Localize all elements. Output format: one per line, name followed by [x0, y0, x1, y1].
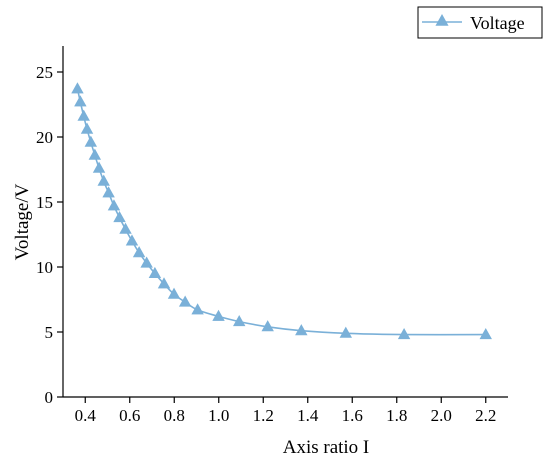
- data-point: [74, 95, 87, 107]
- data-point: [88, 148, 102, 160]
- x-tick-label: 1.8: [386, 406, 407, 425]
- x-tick-label: 1.4: [297, 406, 319, 425]
- y-tick-label: 15: [36, 193, 53, 212]
- data-point: [92, 161, 106, 173]
- data-point: [397, 327, 411, 340]
- x-tick-label: 2.2: [475, 406, 496, 425]
- x-tick-label: 2.0: [431, 406, 452, 425]
- data-point: [479, 327, 492, 340]
- legend-entry-voltage: Voltage: [470, 13, 525, 33]
- data-point: [233, 314, 246, 327]
- data-point: [80, 122, 94, 134]
- x-tick-label: 0.4: [75, 406, 97, 425]
- data-point: [140, 256, 153, 268]
- legend: Voltage: [417, 6, 543, 39]
- data-point: [77, 109, 90, 121]
- data-point: [125, 234, 139, 246]
- x-tick-label: 1.6: [342, 406, 363, 425]
- data-point: [157, 277, 171, 289]
- x-tick-label: 1.0: [208, 406, 229, 425]
- legend-triangle-marker: [435, 13, 449, 26]
- x-tick-label: 1.2: [253, 406, 274, 425]
- data-point: [119, 222, 132, 234]
- series-line-voltage: [76, 88, 486, 336]
- data-point: [295, 324, 308, 336]
- data-point: [261, 320, 274, 332]
- y-tick-label: 0: [45, 388, 54, 407]
- y-tick-label: 5: [45, 323, 54, 342]
- data-point: [97, 174, 110, 186]
- y-tick-label: 10: [36, 258, 53, 277]
- data-point: [113, 210, 126, 223]
- x-tick-label: 0.6: [119, 406, 140, 425]
- data-point: [148, 266, 162, 278]
- data-point: [84, 135, 98, 147]
- data-point: [178, 295, 192, 307]
- x-axis-title: Axis ratio I: [283, 437, 370, 458]
- data-point: [212, 309, 225, 321]
- y-tick-label: 25: [36, 63, 53, 82]
- x-tick-label: 0.8: [164, 406, 185, 425]
- data-point: [339, 326, 353, 338]
- data-point: [167, 287, 181, 299]
- data-point: [132, 246, 146, 258]
- data-point: [71, 82, 84, 94]
- series-layer: [71, 82, 492, 340]
- axes: 0.4 0.6 0.8 1.0 1.2 1.4 1.6 1.8 2.0 2.2 0 5 10 15 20 25: [36, 46, 508, 425]
- y-tick-label: 20: [36, 128, 53, 147]
- y-axis-title: Voltage/V: [12, 183, 33, 260]
- data-point: [191, 303, 204, 315]
- data-point: [102, 186, 115, 198]
- data-point: [107, 199, 121, 211]
